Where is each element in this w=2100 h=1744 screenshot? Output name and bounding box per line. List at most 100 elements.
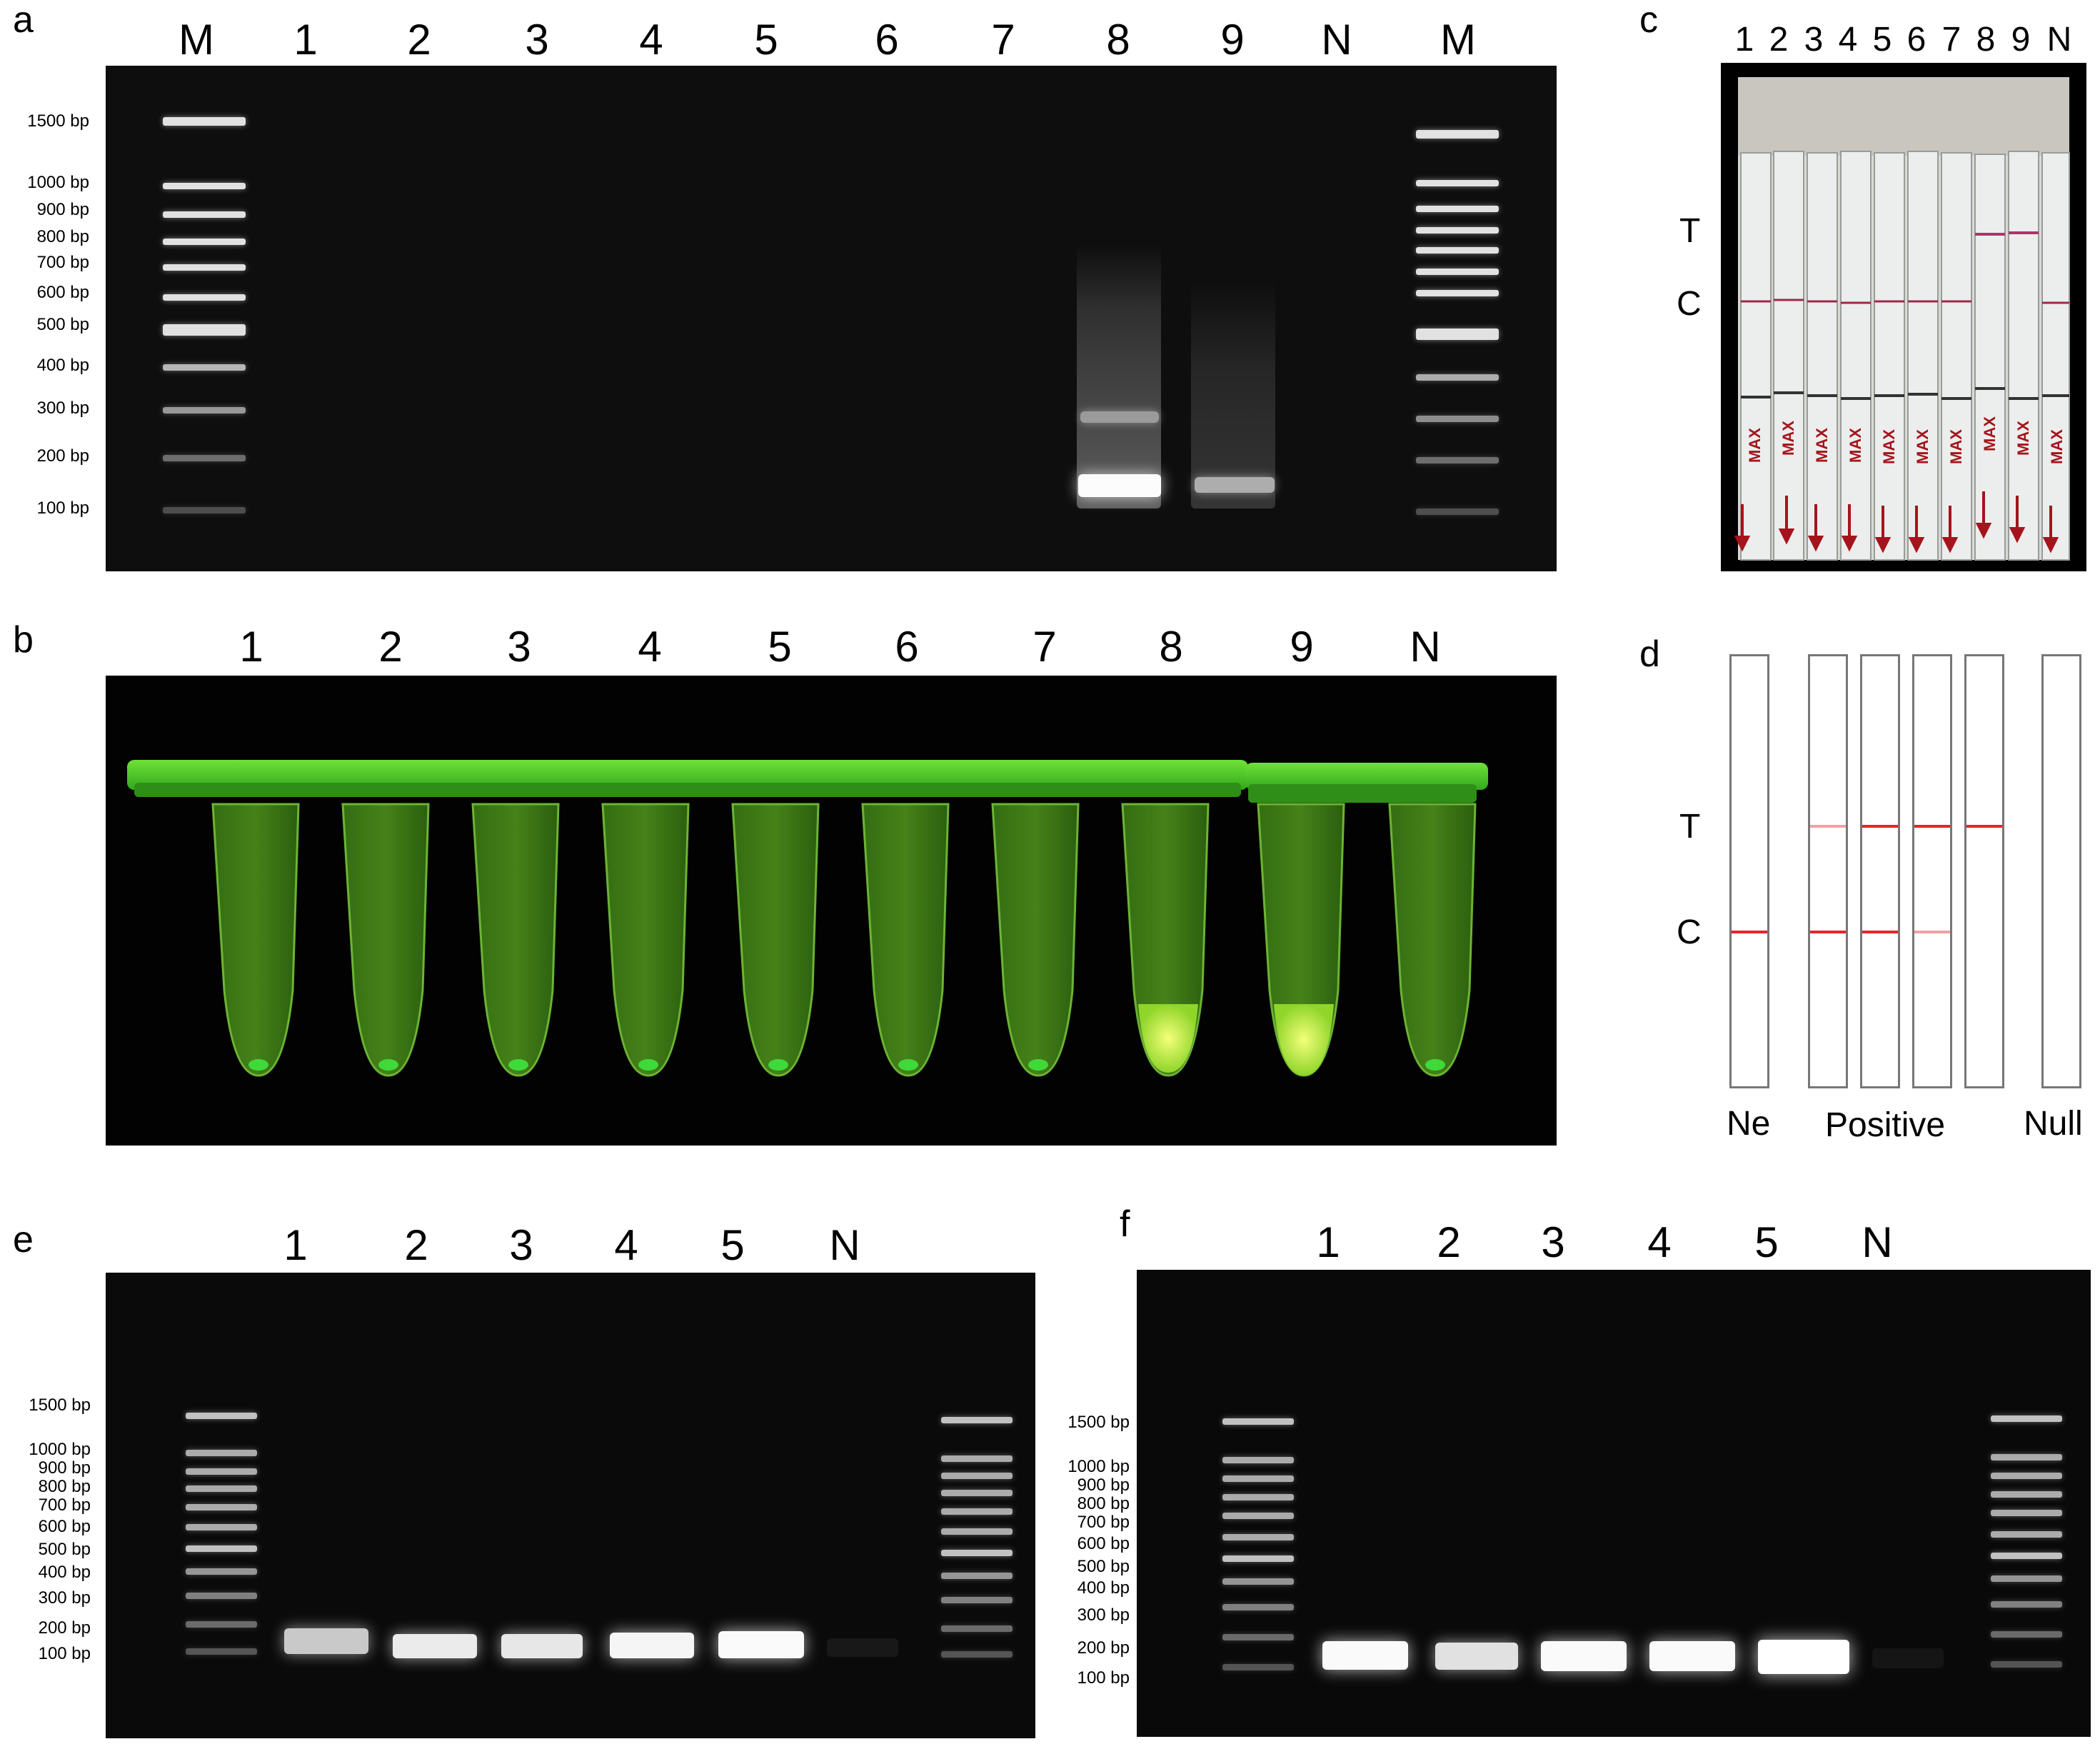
marker-label: 1500 bp [29,1395,91,1415]
ladder-band [163,117,246,126]
ladder-band [1222,1494,1294,1500]
panel-c-lane-label: 3 [1804,21,1824,59]
ladder-band [941,1473,1013,1479]
panel-a-lane-label: 9 [1220,16,1245,64]
marker-label: 800 bp [38,1477,91,1496]
panel-b-lane-label: 4 [638,623,662,671]
ladder-band [1416,227,1499,234]
ladder-band [1416,269,1499,275]
ladder-band [163,455,246,461]
ladder-band [1991,1661,2062,1668]
ladder-band [941,1417,1013,1423]
panel-b-lane-label: N [1410,623,1441,671]
ladder-band [941,1573,1013,1579]
ladder-band [1222,1513,1294,1519]
ladder-band [163,324,246,336]
panel-a-lane-label: M [179,16,214,64]
ladder-band [1222,1604,1294,1610]
marker-label: 800 bp [1077,1494,1130,1513]
panel-b-lane-label: 8 [1159,623,1183,671]
panel-c-lane-label: 8 [1976,21,1996,59]
ladder-band [1416,206,1499,212]
marker-label: 600 bp [36,283,89,302]
lane-2-band [393,1634,477,1658]
panel-label-a: a [13,0,34,41]
panel-f-lane-label: 3 [1541,1218,1565,1266]
marker-label: 900 bp [1077,1475,1130,1495]
marker-label: 600 bp [1077,1534,1130,1553]
marker-label: 600 bp [38,1517,91,1536]
ladder-band [1416,329,1499,340]
negative-caption: Ne [1727,1105,1771,1143]
ladder-band [163,407,246,414]
panel-c-test-line-label: T [1679,212,1701,250]
lane-8-band-300 [1080,411,1159,423]
panel-c-strips [1740,151,2070,561]
marker-label: 900 bp [38,1458,91,1478]
marker-label: 700 bp [36,253,89,272]
ladder-band [1222,1418,1294,1425]
max-label: MAX [1981,416,1999,451]
ladder-band [1416,130,1499,139]
ladder-band [941,1528,1013,1535]
marker-label: 1500 bp [27,111,89,131]
panel-a-lane-label: 8 [1106,16,1130,64]
lane-1-band [284,1628,368,1654]
panel-c-max-labels: MAX MAX MAX MAX MAX MAX MAX MAX MAX MAX [1721,63,2086,571]
panel-b-lane-label: 5 [768,623,792,671]
ladder-band [186,1485,257,1492]
panel-c-lane-label: 2 [1769,21,1789,59]
lane-n-band-faint [827,1638,898,1657]
marker-label: 100 bp [36,498,89,518]
panel-e-lane-label: 5 [720,1221,745,1269]
panel-c-arrows [1734,491,2059,553]
panel-f-gel-image [1137,1270,2091,1737]
lane-4-band [610,1633,694,1658]
panel-a-lane-label: 2 [407,16,431,64]
panel-b-lane-label: 2 [378,623,403,671]
test-line [1966,825,2002,828]
test-line [1862,825,1898,828]
ladder-band [1991,1575,2062,1582]
max-label: MAX [1880,429,1898,464]
panel-c-lane-label: 5 [1872,21,1892,59]
panel-b-lane-label: 3 [507,623,531,671]
ladder-band [1991,1491,2062,1498]
ladder-band [1222,1578,1294,1585]
panel-a-gel-image [106,66,1557,571]
panel-c-control-lines [1741,299,2069,304]
positive-caption: Positive [1825,1106,1946,1144]
ladder-band [1991,1553,2062,1559]
ladder-band [941,1625,1013,1632]
max-label: MAX [1813,428,1831,463]
lane-1-band [1322,1641,1408,1670]
marker-label: 700 bp [1077,1513,1130,1532]
ladder-band [1222,1534,1294,1540]
marker-label: 500 bp [36,315,89,334]
lane-8-smear [1077,244,1161,508]
ladder-band [186,1524,257,1530]
marker-label: 400 bp [38,1563,91,1582]
marker-label: 300 bp [36,399,89,418]
panel-d-test-line-label: T [1679,808,1701,846]
panel-c-lane-label: N [2046,21,2072,59]
null-caption: Null [2024,1105,2083,1143]
panel-a-lane-label: 4 [639,16,663,64]
panel-b-lane-label: 6 [895,623,919,671]
max-label: MAX [2014,421,2032,456]
marker-label: 100 bp [1077,1668,1130,1688]
positive-strip-2 [1860,654,1900,1088]
positive-strip-3 [1912,654,1952,1088]
ladder-band [163,239,246,245]
lane-5-band [718,1631,804,1658]
panel-c-lane-label: 1 [1734,21,1754,59]
ladder-band [186,1450,257,1456]
ladder-band [1991,1454,2062,1460]
panel-label-c: c [1639,0,1658,41]
lane-4-band [1649,1641,1735,1671]
ladder-band [1991,1415,2062,1422]
ladder-band [941,1651,1013,1658]
ladder-band [1991,1601,2062,1608]
ladder-band [941,1597,1013,1603]
panel-b-tubes-drawing [127,760,1488,1077]
